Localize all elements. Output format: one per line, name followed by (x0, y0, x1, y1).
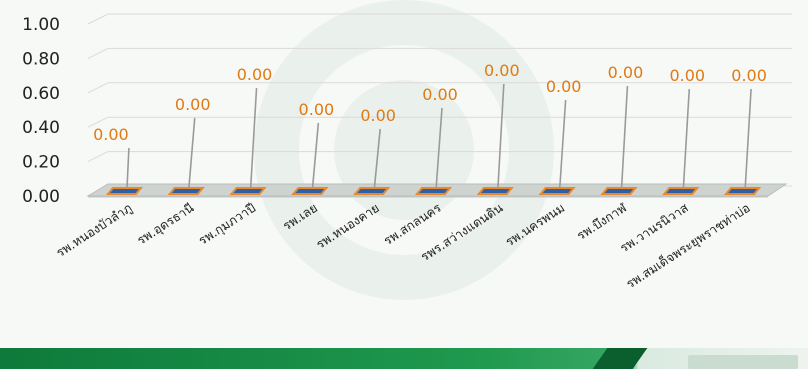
bar (538, 187, 576, 195)
y-tick-label: 0.00 (22, 187, 60, 207)
bar (600, 187, 638, 195)
bar (476, 187, 514, 195)
data-label: 0.00 (175, 95, 211, 114)
x-tick-label: รพ.อุดรธานี (134, 200, 197, 249)
leader-line (249, 87, 258, 191)
leader-line (620, 85, 629, 191)
footer-band (0, 348, 808, 369)
y-tick-label: 0.60 (22, 84, 60, 104)
leader-line (126, 147, 130, 191)
data-label: 0.00 (422, 85, 458, 104)
bar (414, 187, 453, 195)
footer-chip (688, 355, 798, 369)
leader-line (187, 117, 196, 191)
data-label: 0.00 (731, 66, 767, 85)
x-tick-label: รพ.หนองบัวลำภู (53, 200, 135, 261)
y-axis-ticks: 0.00 0.20 0.40 0.60 0.80 1.00 (22, 15, 60, 207)
footer-slash (592, 348, 648, 369)
leader-line (311, 122, 320, 191)
data-label: 0.00 (669, 66, 705, 85)
bar (291, 187, 329, 195)
data-label: 0.00 (608, 63, 644, 82)
leader-line (497, 83, 505, 191)
leader-line (744, 88, 752, 191)
bar (353, 187, 391, 195)
leader-line (373, 128, 381, 191)
bar (229, 187, 267, 195)
data-label: 0.00 (299, 100, 335, 119)
y-tick-label: 0.40 (22, 118, 60, 138)
y-tick-label: 0.20 (22, 153, 60, 173)
data-label: 0.00 (93, 125, 129, 144)
leader-line (558, 99, 567, 191)
data-labels: 0.00 0.00 0.00 0.00 0.00 0.00 0.00 0.00 0.00 0.00… (93, 61, 767, 144)
data-label: 0.00 (360, 106, 396, 125)
y-tick-label: 1.00 (22, 15, 60, 35)
x-tick-label: รพ.บึงกาฬ (574, 200, 630, 243)
bar (723, 187, 762, 195)
leader-line (682, 88, 691, 191)
leader-line (435, 107, 443, 191)
leader-lines (126, 83, 752, 191)
data-label: 0.00 (484, 61, 520, 80)
x-tick-label: รพ.กุมภวาปี (196, 200, 259, 249)
bars (105, 187, 762, 195)
background-watermark (254, 0, 554, 300)
data-label: 0.00 (546, 77, 582, 96)
bar (167, 187, 205, 195)
y-tick-label: 0.80 (22, 49, 60, 69)
bar (105, 187, 144, 195)
bar (662, 187, 700, 195)
data-label: 0.00 (237, 65, 273, 84)
